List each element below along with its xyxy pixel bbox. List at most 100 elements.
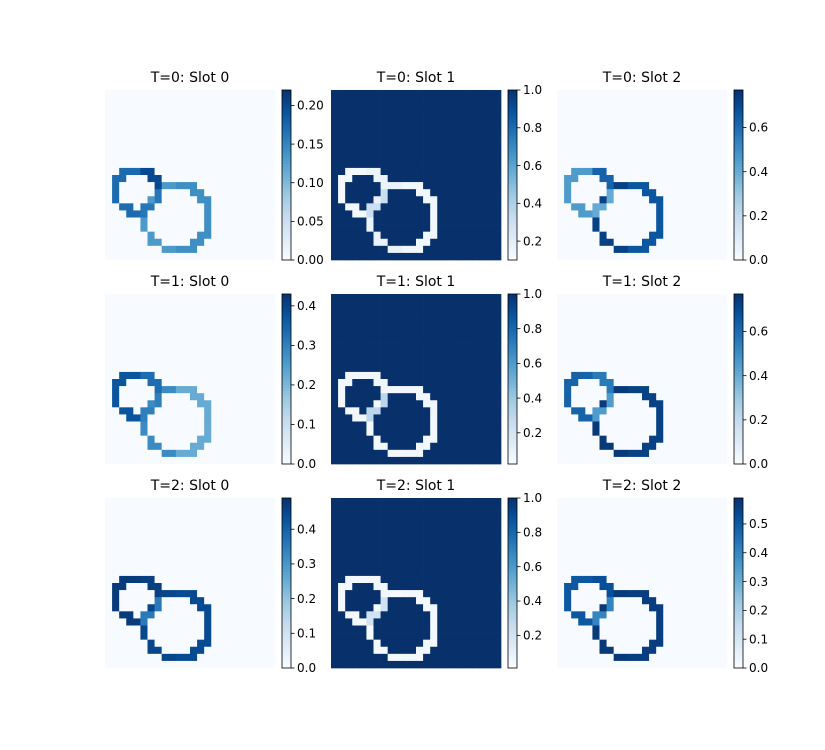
heatmap-cell bbox=[366, 575, 374, 584]
colorbar-segment bbox=[508, 438, 517, 442]
heatmap-cell bbox=[338, 357, 346, 366]
heatmap-cell bbox=[260, 597, 269, 605]
heatmap-cell bbox=[705, 189, 714, 197]
heatmap-cell bbox=[486, 160, 495, 169]
heatmap-cell bbox=[387, 160, 396, 169]
heatmap-cell bbox=[444, 561, 452, 570]
heatmap-cell bbox=[663, 139, 671, 148]
heatmap-cell bbox=[712, 294, 721, 302]
heatmap-cell bbox=[444, 512, 452, 520]
heatmap-cell bbox=[105, 203, 113, 211]
heatmap-cell bbox=[147, 301, 155, 309]
heatmap-cell bbox=[239, 435, 248, 444]
heatmap-cell bbox=[246, 540, 255, 548]
heatmap-cell bbox=[373, 526, 381, 534]
heatmap-cell bbox=[684, 421, 692, 429]
heatmap-cell bbox=[359, 343, 367, 352]
heatmap-cell bbox=[161, 428, 170, 437]
heatmap-cell bbox=[175, 421, 184, 429]
heatmap-cell bbox=[578, 139, 586, 148]
heatmap-cell bbox=[338, 456, 346, 465]
colorbar-segment bbox=[282, 401, 291, 405]
heatmap-cell bbox=[684, 90, 692, 98]
heatmap-cell bbox=[126, 583, 134, 591]
heatmap-cell bbox=[204, 196, 212, 204]
heatmap-cell bbox=[225, 526, 233, 534]
heatmap-cell bbox=[119, 568, 127, 577]
heatmap-cell bbox=[408, 189, 417, 197]
heatmap-cell bbox=[663, 90, 671, 98]
heatmap-cell bbox=[112, 632, 120, 641]
heatmap-cell bbox=[472, 90, 481, 98]
heatmap-cell bbox=[451, 393, 459, 401]
heatmap-cell bbox=[366, 386, 374, 394]
heatmap-cell bbox=[408, 118, 417, 126]
heatmap-cell bbox=[564, 442, 572, 451]
heatmap-cell bbox=[416, 597, 424, 605]
heatmap-cell bbox=[239, 428, 248, 437]
heatmap-cell bbox=[564, 343, 572, 352]
heatmap-cell bbox=[133, 350, 141, 359]
heatmap-cell bbox=[331, 252, 339, 261]
heatmap-cell bbox=[168, 217, 177, 225]
colorbar-segment bbox=[734, 177, 743, 182]
heatmap-cell bbox=[260, 357, 269, 366]
heatmap-cell bbox=[684, 203, 692, 211]
heatmap-cell bbox=[557, 104, 565, 112]
heatmap-cell bbox=[154, 111, 163, 119]
heatmap-cell bbox=[161, 632, 170, 641]
colorbar-segment bbox=[282, 653, 291, 658]
heatmap-cell bbox=[239, 568, 248, 577]
heatmap-cell bbox=[161, 590, 170, 598]
heatmap-cell bbox=[211, 639, 219, 648]
heatmap-cell bbox=[571, 238, 579, 247]
heatmap-cell bbox=[359, 364, 367, 373]
heatmap-cell bbox=[352, 547, 360, 556]
heatmap-cell bbox=[211, 561, 219, 570]
heatmap-cell bbox=[267, 512, 276, 520]
heatmap-cell bbox=[204, 646, 212, 655]
heatmap-cell bbox=[634, 414, 643, 422]
heatmap-cell bbox=[394, 196, 403, 204]
heatmap-cell bbox=[408, 526, 417, 534]
colorbar-tick-label: 0.4 bbox=[749, 165, 768, 179]
heatmap-cell bbox=[204, 132, 212, 140]
heatmap-cell bbox=[147, 322, 155, 330]
heatmap-cell bbox=[366, 421, 374, 429]
heatmap-cell bbox=[331, 364, 339, 373]
heatmap-cell bbox=[380, 568, 389, 577]
heatmap-cell bbox=[232, 618, 240, 626]
heatmap-cell bbox=[373, 308, 381, 316]
heatmap-cell bbox=[267, 575, 276, 584]
heatmap-cell bbox=[161, 196, 170, 204]
heatmap-cell bbox=[642, 315, 650, 323]
heatmap-cell bbox=[373, 604, 381, 612]
heatmap-cell bbox=[684, 301, 692, 309]
heatmap-cell bbox=[394, 526, 403, 534]
colorbar-segment bbox=[508, 342, 517, 346]
heatmap-cell bbox=[140, 336, 148, 344]
heatmap-cell bbox=[133, 329, 141, 337]
colorbar-segment bbox=[734, 90, 743, 94]
heatmap-cell bbox=[698, 371, 707, 380]
colorbar-frame bbox=[281, 293, 292, 465]
heatmap-cell bbox=[698, 139, 707, 148]
colorbar-segment bbox=[282, 197, 291, 201]
heatmap-cell bbox=[479, 421, 488, 429]
heatmap-cell bbox=[585, 386, 593, 394]
heatmap-cell bbox=[211, 125, 219, 133]
heatmap-cell bbox=[147, 533, 155, 541]
heatmap-cell bbox=[408, 611, 417, 619]
heatmap-cell bbox=[359, 118, 367, 126]
heatmap-cell bbox=[225, 561, 233, 570]
heatmap-cell bbox=[232, 189, 240, 197]
heatmap-cell bbox=[634, 231, 643, 240]
colorbar-tick-label: 0.00 bbox=[297, 253, 324, 267]
colorbar-tick-label: 0.2 bbox=[749, 413, 768, 427]
heatmap-cell bbox=[408, 111, 417, 119]
heatmap-cell bbox=[712, 421, 721, 429]
heatmap-cell bbox=[267, 97, 276, 105]
colorbar-segment bbox=[508, 135, 517, 139]
heatmap-cell bbox=[493, 350, 502, 359]
heatmap-cell bbox=[387, 512, 396, 520]
